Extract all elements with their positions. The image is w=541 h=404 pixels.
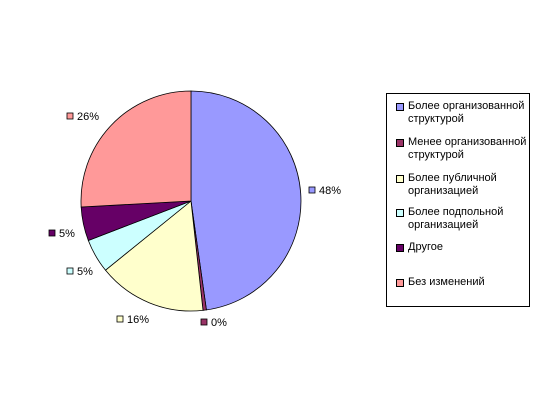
data-label-swatch	[48, 229, 56, 237]
legend-label: Другое	[408, 241, 443, 253]
legend-item: Менее организованной структурой	[396, 136, 528, 162]
legend: Более организованной структурой Менее ор…	[386, 93, 530, 307]
data-label-text: 5%	[77, 266, 93, 278]
legend-item: Более организованной структурой	[396, 100, 528, 126]
data-label-text: 26%	[77, 111, 99, 123]
data-label-swatch	[200, 318, 208, 326]
legend-label: Менее организованной структурой	[408, 136, 527, 161]
data-label-text: 16%	[127, 314, 149, 326]
legend-swatch	[396, 175, 404, 183]
data-label-text: 5%	[59, 228, 75, 240]
legend-label: Более публичной организацией	[408, 172, 497, 197]
legend-item: Без изменений	[396, 276, 528, 289]
data-label: 48%	[308, 185, 341, 197]
pie-slice	[80, 90, 192, 208]
legend-swatch	[396, 279, 404, 287]
pie-slice	[190, 90, 302, 311]
data-label: 5%	[66, 266, 93, 278]
data-label: 26%	[66, 111, 99, 123]
data-label: 16%	[116, 314, 149, 326]
pie-slice	[104, 200, 204, 312]
data-label-swatch	[308, 186, 316, 194]
legend-item: Более подпольной организацией	[396, 206, 528, 232]
legend-label: Более подпольной организацией	[408, 206, 504, 231]
legend-swatch	[396, 209, 404, 217]
data-label-swatch	[66, 267, 74, 275]
data-label-text: 48%	[319, 185, 341, 197]
legend-label: Более организованной структурой	[408, 100, 525, 125]
data-label-text: 0%	[211, 317, 227, 329]
data-label: 0%	[200, 317, 227, 329]
legend-swatch	[396, 139, 404, 147]
data-label-swatch	[116, 315, 124, 323]
legend-label: Без изменений	[408, 276, 485, 288]
legend-item: Другое	[396, 241, 528, 254]
legend-item: Более публичной организацией	[396, 172, 528, 198]
legend-swatch	[396, 244, 404, 252]
legend-swatch	[396, 103, 404, 111]
data-label-swatch	[66, 112, 74, 120]
data-label: 5%	[48, 228, 75, 240]
